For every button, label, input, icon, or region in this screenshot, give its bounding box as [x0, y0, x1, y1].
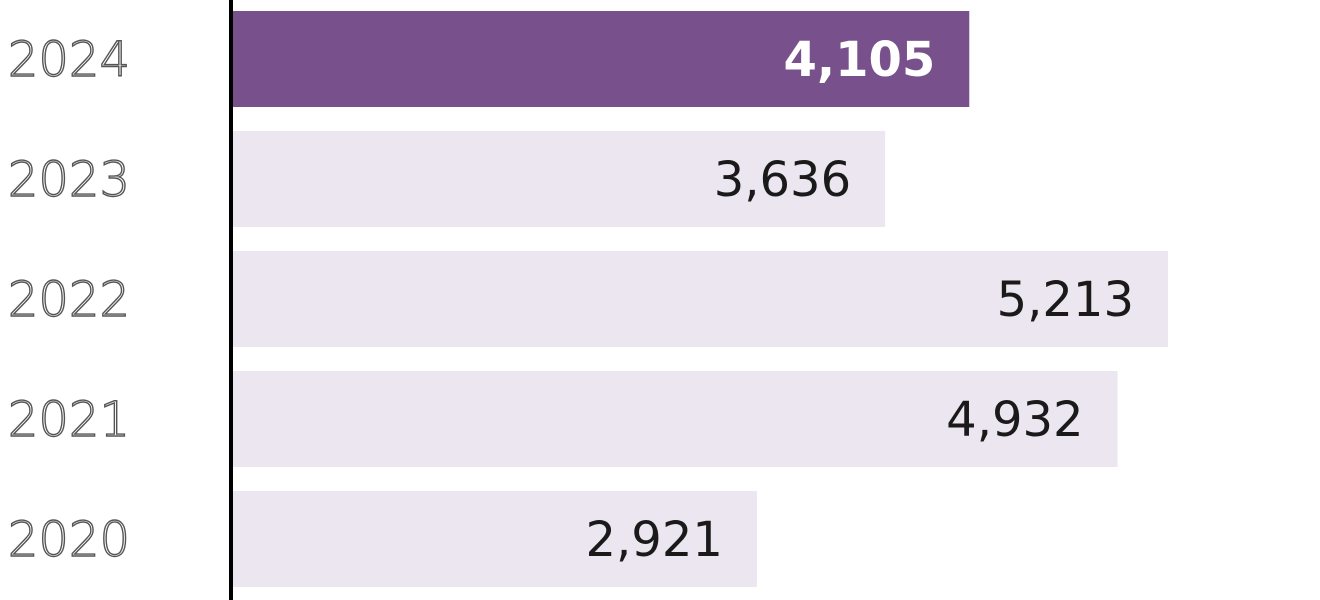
value-label-2020: 2,921: [585, 512, 722, 568]
category-labels: 2024 2023 2022 2021 2020: [7, 31, 131, 568]
bar-2023: [233, 131, 886, 227]
bar-2024: [233, 11, 970, 107]
category-label-2020: 2020: [8, 512, 130, 568]
value-label-2023: 3,636: [714, 152, 851, 208]
category-label-2023: 2023: [8, 152, 130, 208]
value-labels: 4,105 3,636 5,213 4,932 2,921: [585, 32, 1134, 568]
category-label-2021: 2021: [8, 392, 130, 448]
bar-2021: [233, 371, 1118, 467]
value-label-2021: 4,932: [946, 392, 1083, 448]
bar-2022: [233, 251, 1169, 347]
category-label-2022: 2022: [8, 272, 130, 328]
value-label-2024: 4,105: [783, 32, 935, 88]
bar-2020: [233, 491, 757, 587]
category-label-2024: 2024: [8, 32, 130, 88]
bars: [233, 11, 1169, 587]
value-label-2022: 5,213: [997, 272, 1134, 328]
